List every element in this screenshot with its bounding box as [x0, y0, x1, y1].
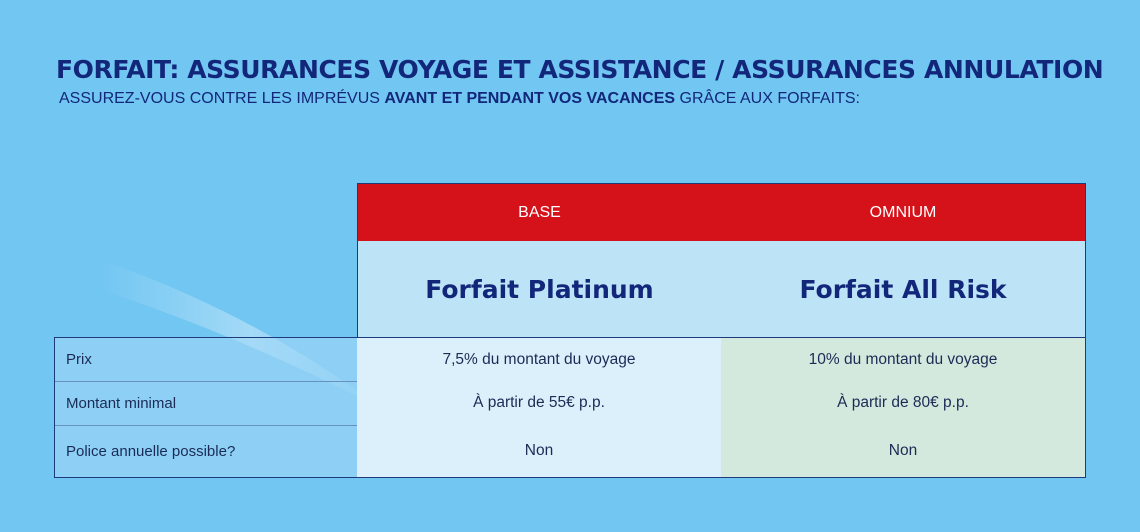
plan-name-all-risk: Forfait All Risk	[721, 241, 1086, 338]
table-cell: Non	[721, 425, 1086, 478]
cell-value: Non	[524, 442, 554, 459]
cell-value: À partir de 80€ p.p.	[837, 394, 969, 411]
cell-value: Non	[888, 442, 918, 459]
column-header-omnium: OMNIUM	[721, 183, 1086, 242]
row-label-text: Prix	[66, 351, 92, 368]
row-label-text: Police annuelle possible?	[66, 442, 236, 460]
cell-value: 10% du montant du voyage	[808, 350, 998, 368]
subtitle-text-end: GRÂCE AUX FORFAITS:	[675, 90, 860, 107]
column-header-base: BASE	[357, 183, 722, 242]
cell-value: 7,5% du montant du voyage	[442, 350, 636, 368]
column-header-label: OMNIUM	[869, 203, 937, 221]
table-cell: 10% du montant du voyage	[721, 337, 1086, 382]
subtitle-highlight: AVANT ET PENDANT VOS VACANCES	[384, 90, 676, 107]
row-label-prix: Prix	[54, 337, 358, 382]
row-label-montant-minimal: Montant minimal	[54, 381, 358, 426]
table-cell: 7,5% du montant du voyage	[357, 337, 722, 382]
table-cell: À partir de 55€ p.p.	[357, 381, 722, 426]
row-label-police-annuelle: Police annuelle possible?	[54, 425, 358, 478]
table-cell: À partir de 80€ p.p.	[721, 381, 1086, 426]
table-cell: Non	[357, 425, 722, 478]
column-header-label: BASE	[518, 203, 561, 221]
page-title: FORFAIT: ASSURANCES VOYAGE ET ASSISTANCE…	[56, 55, 1104, 84]
plan-name-label: Forfait All Risk	[799, 274, 1007, 304]
plan-name-platinum: Forfait Platinum	[357, 241, 722, 338]
subtitle-text: ASSUREZ-VOUS CONTRE LES IMPRÉVUS	[59, 90, 385, 107]
cell-value: À partir de 55€ p.p.	[473, 394, 605, 411]
plan-name-label: Forfait Platinum	[425, 274, 654, 304]
page-subtitle: ASSUREZ-VOUS CONTRE LES IMPRÉVUS AVANT E…	[59, 90, 860, 108]
row-label-text: Montant minimal	[66, 394, 177, 412]
